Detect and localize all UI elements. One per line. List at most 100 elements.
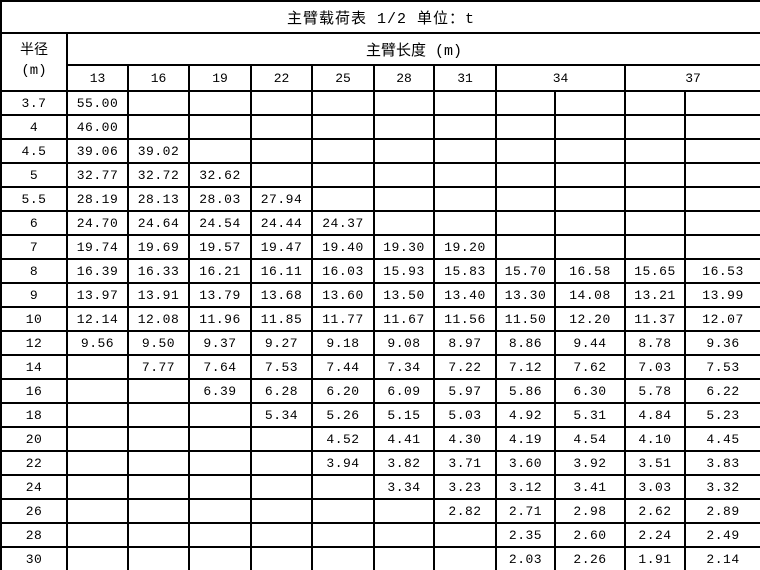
radius-cell: 20 bbox=[0, 426, 68, 452]
load-value-cell: 3.51 bbox=[624, 450, 686, 476]
load-value-cell: 15.83 bbox=[433, 258, 497, 284]
load-value-cell: 4.45 bbox=[683, 426, 760, 452]
load-value-cell: 3.83 bbox=[683, 450, 760, 476]
table-row: 9 13.97 13.91 13.79 13.68 13.60 13.50 13.40 13.3… bbox=[0, 282, 760, 308]
load-value-cell bbox=[683, 138, 760, 164]
load-value-cell: 3.92 bbox=[554, 450, 626, 476]
table-row: 3.7 55.00 bbox=[0, 90, 760, 116]
load-value-cell bbox=[624, 210, 686, 236]
load-value-cell: 16.39 bbox=[66, 258, 129, 284]
load-value-cell bbox=[188, 450, 252, 476]
load-value-cell bbox=[66, 498, 129, 524]
load-value-cell: 4.84 bbox=[624, 402, 686, 428]
load-value-cell: 2.26 bbox=[554, 546, 626, 570]
load-value-cell: 24.70 bbox=[66, 210, 129, 236]
load-value-cell bbox=[188, 522, 252, 548]
load-value-cell bbox=[250, 426, 313, 452]
load-value-cell bbox=[127, 522, 190, 548]
load-value-cell: 12.07 bbox=[683, 306, 760, 332]
load-value-cell: 32.72 bbox=[127, 162, 190, 188]
load-value-cell bbox=[250, 522, 313, 548]
load-value-cell: 13.50 bbox=[373, 282, 435, 308]
load-value-cell bbox=[624, 162, 686, 188]
load-value-cell: 9.37 bbox=[188, 330, 252, 356]
load-value-cell bbox=[188, 474, 252, 500]
title-row: 主臂载荷表 1/2 单位：t bbox=[0, 0, 760, 34]
load-value-cell: 4.10 bbox=[624, 426, 686, 452]
load-value-cell: 11.50 bbox=[495, 306, 556, 332]
load-value-cell: 6.28 bbox=[250, 378, 313, 404]
load-value-cell: 2.62 bbox=[624, 498, 686, 524]
load-value-cell: 8.78 bbox=[624, 330, 686, 356]
load-value-cell: 3.34 bbox=[373, 474, 435, 500]
table-row: 5 32.77 32.72 32.62 bbox=[0, 162, 760, 188]
load-value-cell: 7.03 bbox=[624, 354, 686, 380]
load-value-cell: 3.23 bbox=[433, 474, 497, 500]
radius-cell: 16 bbox=[0, 378, 68, 404]
load-value-cell bbox=[554, 114, 626, 140]
load-value-cell: 11.85 bbox=[250, 306, 313, 332]
load-value-cell: 5.26 bbox=[311, 402, 375, 428]
load-value-cell: 28.03 bbox=[188, 186, 252, 212]
load-value-cell bbox=[373, 186, 435, 212]
load-value-cell bbox=[554, 234, 626, 260]
load-value-cell: 11.37 bbox=[624, 306, 686, 332]
load-value-cell bbox=[554, 138, 626, 164]
radius-column-header: 半径 (m) bbox=[0, 32, 68, 92]
load-value-cell: 5.86 bbox=[495, 378, 556, 404]
radius-cell: 14 bbox=[0, 354, 68, 380]
load-value-cell: 16.21 bbox=[188, 258, 252, 284]
load-value-cell: 9.56 bbox=[66, 330, 129, 356]
radius-cell: 3.7 bbox=[0, 90, 68, 116]
table-title: 主臂载荷表 1/2 单位：t bbox=[0, 0, 760, 34]
load-value-cell: 13.21 bbox=[624, 282, 686, 308]
load-value-cell bbox=[311, 474, 375, 500]
load-value-cell: 13.99 bbox=[683, 282, 760, 308]
load-value-cell bbox=[250, 546, 313, 570]
load-value-cell: 15.65 bbox=[624, 258, 686, 284]
radius-cell: 24 bbox=[0, 474, 68, 500]
load-value-cell: 6.30 bbox=[554, 378, 626, 404]
load-value-cell bbox=[373, 546, 435, 570]
load-value-cell: 3.82 bbox=[373, 450, 435, 476]
load-value-cell: 24.64 bbox=[127, 210, 190, 236]
radius-cell: 9 bbox=[0, 282, 68, 308]
load-value-cell: 15.93 bbox=[373, 258, 435, 284]
load-value-cell bbox=[66, 546, 129, 570]
load-value-cell bbox=[127, 498, 190, 524]
load-value-cell: 7.53 bbox=[683, 354, 760, 380]
load-value-cell bbox=[433, 210, 497, 236]
load-value-cell: 2.49 bbox=[683, 522, 760, 548]
load-value-cell: 15.70 bbox=[495, 258, 556, 284]
table-row: 4 46.00 bbox=[0, 114, 760, 140]
load-value-cell: 7.22 bbox=[433, 354, 497, 380]
boom-length-column-37: 37 bbox=[623, 64, 760, 92]
load-value-cell: 16.33 bbox=[127, 258, 190, 284]
load-value-cell: 8.97 bbox=[433, 330, 497, 356]
radius-cell: 22 bbox=[0, 450, 68, 476]
load-value-cell bbox=[495, 114, 556, 140]
load-value-cell bbox=[66, 354, 129, 380]
load-value-cell: 16.11 bbox=[250, 258, 313, 284]
radius-cell: 12 bbox=[0, 330, 68, 356]
radius-cell: 5 bbox=[0, 162, 68, 188]
load-value-cell: 3.94 bbox=[311, 450, 375, 476]
load-value-cell: 7.34 bbox=[373, 354, 435, 380]
table-body: 3.7 55.00 4 46.00 4.5 39.06 39.02 5 32.77 32.72 32… bbox=[0, 90, 760, 570]
load-value-cell bbox=[127, 90, 190, 116]
load-value-cell: 3.12 bbox=[495, 474, 556, 500]
load-value-cell bbox=[250, 90, 313, 116]
load-value-cell bbox=[188, 546, 252, 570]
load-value-cell: 2.89 bbox=[683, 498, 760, 524]
load-value-cell: 28.13 bbox=[127, 186, 190, 212]
load-value-cell: 13.68 bbox=[250, 282, 313, 308]
load-value-cell: 16.03 bbox=[311, 258, 375, 284]
table-row: 22 3.94 3.82 3.71 3.60 3.92 3.51 3.83 bbox=[0, 450, 760, 476]
load-value-cell bbox=[188, 90, 252, 116]
load-value-cell: 39.02 bbox=[127, 138, 190, 164]
load-value-cell bbox=[66, 450, 129, 476]
table-row: 4.5 39.06 39.02 bbox=[0, 138, 760, 164]
load-value-cell bbox=[433, 186, 497, 212]
table-row: 5.5 28.19 28.13 28.03 27.94 bbox=[0, 186, 760, 212]
